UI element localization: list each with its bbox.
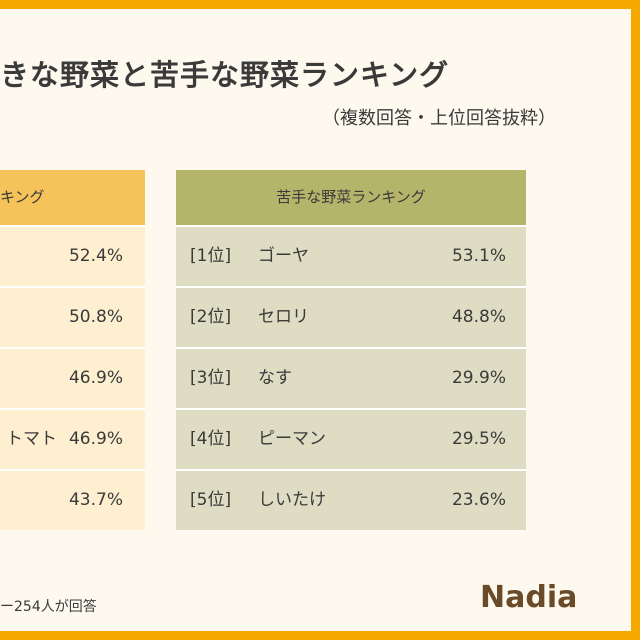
table-row: [5位] しいたけ 23.6% xyxy=(176,469,526,530)
frame xyxy=(0,631,640,640)
cell-name: ピーマン xyxy=(258,429,326,449)
cell-rank: [2位] xyxy=(190,307,232,327)
frame xyxy=(631,0,640,640)
cell-value: 29.5% xyxy=(451,429,506,449)
cell-name: ゴーヤ xyxy=(258,246,309,266)
cell-value: 46.9% xyxy=(68,368,123,388)
cell-value: 43.7% xyxy=(68,490,123,510)
cell-value: 53.1% xyxy=(451,246,506,266)
cell-name: なす xyxy=(258,368,292,388)
frame xyxy=(0,0,640,9)
table-row: 50.8% xyxy=(0,286,145,347)
subtitle: （複数回答・上位回答抜粋） xyxy=(322,108,556,129)
table-row: [4位] ピーマン 29.5% xyxy=(176,408,526,469)
table-row: 46.9% xyxy=(0,347,145,408)
left-table: キング 52.4% 50.8% 46.9% トマト 46.9% 43.7% xyxy=(0,170,145,530)
table-row: [2位] セロリ 48.8% xyxy=(176,286,526,347)
cell-value: 29.9% xyxy=(451,368,506,388)
cell-name: セロリ xyxy=(258,307,309,327)
cell-rank: [4位] xyxy=(190,429,232,449)
logo: Nadia xyxy=(480,580,578,615)
cell-value: 52.4% xyxy=(68,246,123,266)
cell-rank: [3位] xyxy=(190,368,232,388)
cell-value: 23.6% xyxy=(451,490,506,510)
cell-rank: [1位] xyxy=(190,246,232,266)
cell-name: しいたけ xyxy=(258,490,326,510)
table-row: 43.7% xyxy=(0,469,145,530)
right-table: 苦手な野菜ランキング [1位] ゴーヤ 53.1% [2位] セロリ 48.8% [3位] な… xyxy=(176,170,526,530)
cell-value: 46.9% xyxy=(68,429,123,449)
table-row: トマト 46.9% xyxy=(0,408,145,469)
table-row: [1位] ゴーヤ 53.1% xyxy=(176,225,526,286)
table-row: [3位] なす 29.9% xyxy=(176,347,526,408)
title: きな野菜と苦手な野菜ランキング xyxy=(0,58,450,92)
cell-name: トマト xyxy=(6,429,57,449)
cell-value: 48.8% xyxy=(451,307,506,327)
cell-value: 50.8% xyxy=(68,307,123,327)
table-row: 52.4% xyxy=(0,225,145,286)
table-header: キング xyxy=(0,170,145,225)
footer: ー254人が回答 xyxy=(0,599,97,615)
table-header: 苦手な野菜ランキング xyxy=(176,170,526,225)
cell-rank: [5位] xyxy=(190,490,232,510)
